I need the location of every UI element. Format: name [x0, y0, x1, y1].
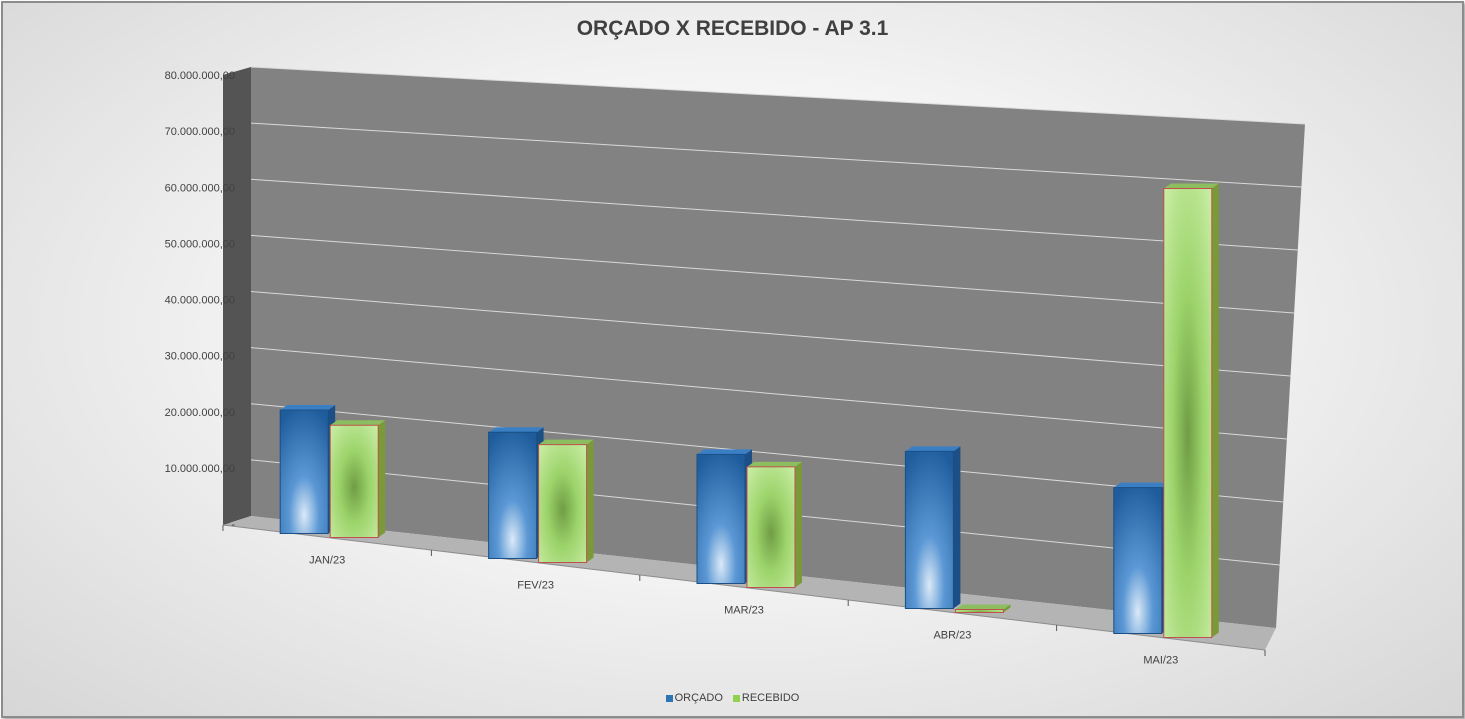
y-axis: - 10.000.000,00 20.000.000,00 30.000.000,00… — [165, 70, 236, 531]
chart-title: ORÇADO X RECEBIDO - AP 3.1 — [576, 17, 889, 40]
legend-swatch-recebido — [732, 694, 740, 702]
bar-side — [586, 439, 594, 563]
legend-swatch-orcado — [665, 694, 673, 702]
x-tick-label: ABR/23 — [933, 630, 971, 642]
bar-top — [905, 446, 961, 452]
legend-label-orcado: ORÇADO — [674, 692, 723, 704]
bar-top — [1163, 183, 1219, 189]
grid-line — [250, 178, 1298, 251]
bar-front — [279, 409, 329, 534]
y-tick-label: 40.000.000,00 — [165, 295, 235, 307]
bar-side — [1003, 604, 1011, 613]
bar-top — [280, 405, 336, 411]
bar-top — [488, 427, 544, 433]
legend-item-orcado: ORÇADO — [665, 692, 723, 704]
grid-line — [250, 347, 1287, 440]
bar-front — [329, 424, 379, 538]
bar-orcado — [488, 427, 544, 559]
bar-orcado — [279, 405, 336, 534]
y-tick-label: 30.000.000,00 — [165, 351, 235, 363]
x-tick-label: MAR/23 — [724, 605, 764, 617]
x-tick-label: JAN/23 — [309, 555, 345, 567]
bar-side — [1211, 183, 1219, 638]
bar-top — [538, 439, 594, 445]
y-tick-mark — [224, 521, 232, 525]
bar-front — [488, 431, 538, 559]
y-tick-mark — [224, 297, 232, 300]
x-tick-label: FEV/23 — [517, 580, 554, 592]
x-axis-line — [222, 524, 1266, 651]
bar-side — [378, 420, 386, 538]
bar-top — [747, 461, 802, 467]
bar-front — [904, 450, 954, 609]
y-tick-mark — [224, 240, 232, 244]
bar-top — [955, 604, 1011, 610]
grid-line — [250, 291, 1291, 377]
bars — [279, 183, 1219, 638]
bar-recebido — [329, 420, 386, 538]
grid-line — [250, 403, 1284, 503]
y-tick-mark — [224, 184, 232, 188]
bar-top — [697, 449, 752, 455]
y-tick-label: 70.000.000,00 — [165, 126, 235, 138]
y-tick-label: 20.000.000,00 — [165, 407, 235, 419]
y-tick-label: 10.000.000,00 — [165, 463, 235, 475]
bar-recebido — [954, 604, 1011, 613]
legend-label-recebido: RECEBIDO — [741, 692, 800, 704]
legend-item-recebido: RECEBIDO — [732, 692, 800, 704]
grid-line — [250, 234, 1295, 314]
bar-orcado — [1113, 482, 1169, 635]
legend: ORÇADO RECEBIDO — [3, 692, 1462, 704]
grid-lines — [250, 66, 1306, 566]
bar-front — [746, 466, 796, 588]
y-tick-label: 80.000.000,00 — [165, 70, 235, 82]
bar-front — [1163, 188, 1213, 638]
bar-side — [953, 446, 961, 609]
x-tick-label: MAI/23 — [1143, 655, 1178, 667]
bar-front — [1113, 487, 1163, 635]
y-tick-mark — [224, 128, 232, 132]
bar-top — [330, 420, 386, 426]
y-tick-label: 60.000.000,00 — [165, 182, 235, 194]
bar-orcado — [904, 446, 961, 609]
chart-plot: - 10.000.000,00 20.000.000,00 30.000.000,00… — [165, 66, 1306, 667]
bar-orcado — [696, 449, 752, 584]
bar-recebido — [746, 461, 802, 588]
bar-top — [1113, 482, 1169, 488]
grid-line — [250, 66, 1306, 125]
y-tick-mark — [224, 465, 232, 469]
bar-front — [954, 609, 1004, 613]
bar-side — [795, 461, 802, 588]
y-tick-label: - — [231, 519, 235, 531]
bar-recebido — [538, 439, 594, 564]
y-tick-mark — [224, 72, 232, 76]
grid-line — [250, 122, 1302, 188]
x-axis: JAN/23 FEV/23 MAR/23 ABR/23 MAI/23 — [222, 524, 1266, 667]
y-tick-label: 50.000.000,00 — [165, 238, 235, 250]
bar-recebido — [1163, 183, 1219, 638]
bar-front — [696, 453, 746, 584]
bar-front — [538, 444, 588, 564]
y-tick-mark — [224, 353, 232, 357]
y-tick-mark — [224, 409, 232, 413]
